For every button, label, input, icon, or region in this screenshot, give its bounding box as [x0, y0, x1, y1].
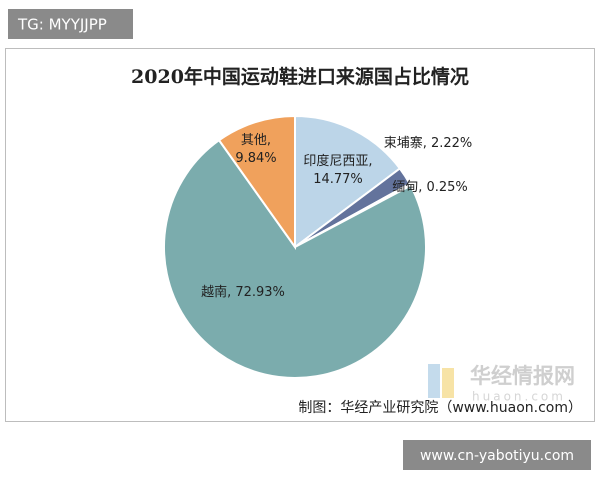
footer-badge-bg: [403, 440, 591, 470]
data-label: 其他, 9.84%: [235, 133, 276, 166]
badge-bg: [8, 9, 133, 39]
pie-slice: [217, 114, 296, 251]
watermark-subtitle: huaon.com: [472, 390, 566, 404]
source: 制图：华经产业研究院（www.huaon.com）: [298, 400, 582, 416]
data-label: 束埔寨, 2.22%: [384, 135, 473, 151]
data-label-line: 14.77%: [313, 172, 363, 187]
pie-slice: [294, 114, 402, 249]
data-label: 缅甸, 0.25%: [392, 180, 468, 195]
footer-badge: www.cn-yabotiyu.com: [420, 448, 574, 464]
chart-title: 2020年中国运动鞋进口来源国占比情况: [131, 65, 469, 88]
data-label-line: 其他,: [241, 133, 271, 148]
pie-slice: [163, 138, 427, 379]
watermark-logo: [428, 364, 440, 398]
data-label: 印度尼西亚, 14.77%: [303, 153, 372, 187]
badge: TG: MYYJJPP: [17, 16, 107, 34]
data-label-line: 束埔寨, 2.22%: [384, 135, 473, 151]
data-label-line: 印度尼西亚,: [303, 153, 372, 169]
data-label-line: 缅甸, 0.25%: [392, 180, 468, 195]
watermark-title: 华经情报网: [470, 364, 575, 388]
data-label: 越南, 72.93%: [201, 284, 285, 300]
pie: 印度尼西亚, 14.77% 束埔寨, 2.22% 缅甸, 0.25% 越南, 72.93…: [163, 114, 473, 379]
data-label-line: 9.84%: [235, 151, 276, 166]
data-label-line: 越南, 72.93%: [201, 284, 285, 300]
watermark-logo: [442, 368, 454, 398]
